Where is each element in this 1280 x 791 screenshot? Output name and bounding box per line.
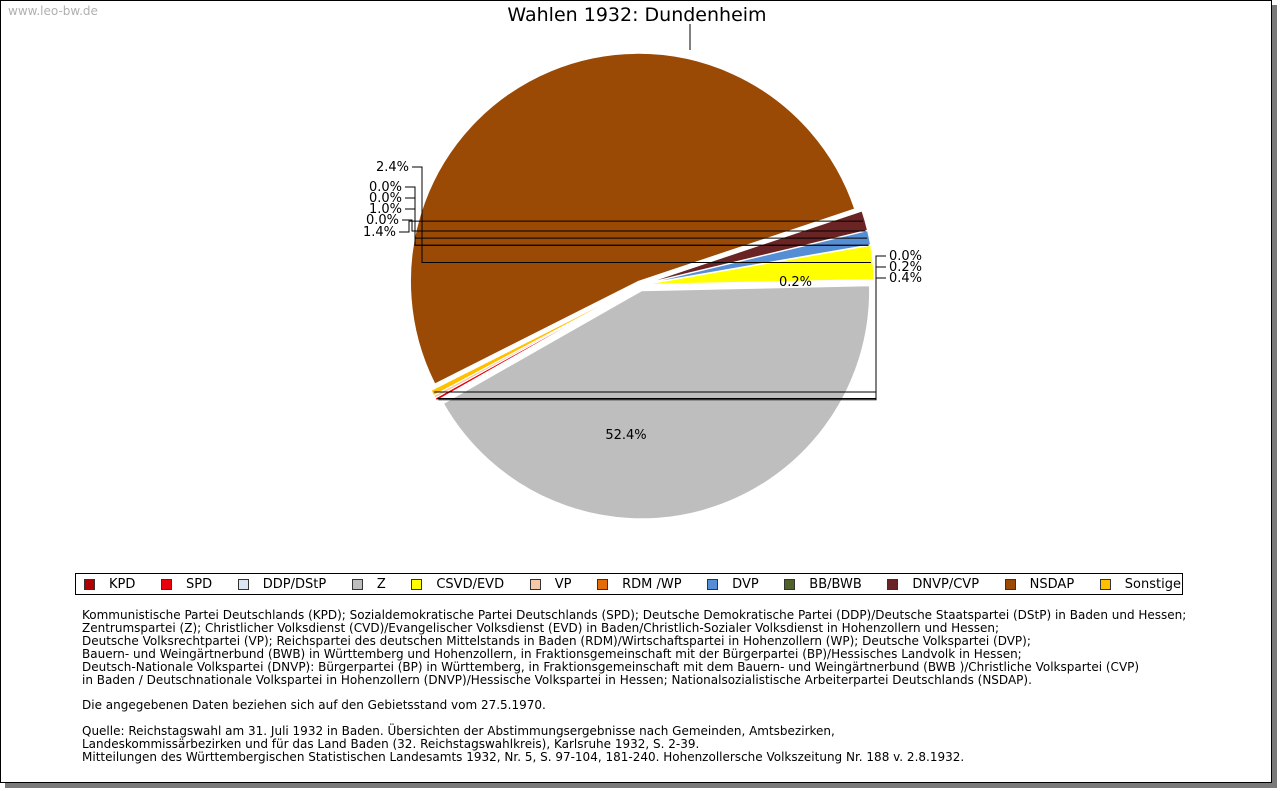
chart-title: Wahlen 1932: Dundenheim bbox=[507, 4, 766, 26]
pie-slice-z bbox=[442, 285, 871, 520]
watermark: www.leo-bw.de bbox=[8, 4, 98, 18]
legend-swatch bbox=[597, 578, 609, 590]
legend-item: BB/BWB bbox=[784, 576, 862, 592]
territory-note: Die angegebenen Daten beziehen sich auf … bbox=[82, 698, 546, 713]
source-line: Landeskommissärbezirken und für das Land… bbox=[82, 737, 700, 752]
legend-label: SPD bbox=[186, 576, 213, 592]
legend-item: NSDAP bbox=[1004, 576, 1075, 592]
legend-item: KPD bbox=[84, 577, 135, 592]
leader-line bbox=[412, 166, 871, 264]
legend-label: RDM /WP bbox=[622, 576, 682, 592]
legend-swatch bbox=[161, 578, 172, 590]
slice-label-sonstige: 0.4% bbox=[889, 271, 922, 286]
legend-item: DDP/DStP bbox=[237, 576, 327, 592]
note-line: Deutsche Volksrechtpartei (VP); Reichspa… bbox=[82, 633, 1031, 648]
pie-chart: Wahlen 1932: Dundenheim 0.0%0.2%0.2% 0.4%… bbox=[363, 4, 922, 520]
legend-label: BB/BWB bbox=[809, 576, 862, 592]
note-line: Zentrumspartei (Z); Christlicher Volksdi… bbox=[82, 620, 1000, 635]
pie-slice-sonstige bbox=[430, 287, 635, 397]
slice-label-kpd: 0.0% bbox=[889, 249, 922, 264]
slice-label-ddp-dstp: 0.0% bbox=[369, 180, 402, 195]
legend-label: VP bbox=[554, 576, 572, 592]
legend: KPD SPD DDP/DStP Z CSVD/EVD VP RDM /WP DVP BB/BW… bbox=[75, 573, 1183, 595]
legend-swatch bbox=[1004, 578, 1016, 590]
legend-item: DVP bbox=[707, 577, 759, 592]
leader-line bbox=[402, 219, 866, 232]
pie-slice-nsdap bbox=[410, 52, 856, 385]
legend-item: DNVP/CVP bbox=[887, 577, 979, 592]
slice-label-vp: 0.2% bbox=[779, 275, 812, 290]
legend-label: NSDAP bbox=[1029, 576, 1075, 592]
legend-label: DVP bbox=[732, 576, 759, 592]
slice-label-bb-bwb: 0.0% bbox=[366, 213, 399, 228]
slice-label-rdm-wp: 0.0% bbox=[369, 191, 402, 206]
legend-swatch bbox=[707, 578, 719, 590]
legend-swatch bbox=[84, 578, 95, 590]
legend-item: CSVD/EVD bbox=[411, 577, 504, 592]
note-line: Kommunistische Partei Deutschlands (KPD)… bbox=[82, 608, 1187, 622]
legend-item: Sonstige bbox=[1099, 576, 1181, 592]
leader-line bbox=[399, 220, 864, 233]
slice-label-dnvp-cvp: 1.4% bbox=[363, 225, 396, 240]
legend-swatch bbox=[411, 578, 423, 590]
leader-line bbox=[434, 277, 886, 393]
leader-line bbox=[405, 186, 869, 246]
slice-label-csvd-evd: 2.4% bbox=[376, 160, 409, 175]
notes: Kommunistische Partei Deutschlands (KPD)… bbox=[82, 609, 1202, 764]
source-line: Mitteilungen des Württembergischen Stati… bbox=[82, 749, 965, 764]
legend-swatch bbox=[237, 578, 249, 590]
source-line: Quelle: Reichstagswahl am 31. Juli 1932 … bbox=[82, 724, 835, 739]
slice-label-spd: 0.2% bbox=[889, 260, 922, 275]
legend-label: KPD bbox=[109, 576, 136, 592]
legend-label: DDP/DStP bbox=[262, 576, 327, 592]
legend-label: DNVP/CVP bbox=[912, 576, 980, 592]
legend-swatch bbox=[529, 578, 541, 590]
legend-item: SPD bbox=[161, 577, 212, 592]
note-line: in Baden / Deutschnationale Volkspartei … bbox=[82, 672, 1032, 687]
legend-swatch bbox=[351, 578, 363, 590]
slice-label-nsdap: 52.4% bbox=[605, 428, 646, 443]
legend-swatch bbox=[1099, 578, 1111, 590]
slice-label-dvp: 1.0% bbox=[369, 202, 402, 217]
legend-label: Sonstige bbox=[1124, 576, 1181, 592]
note-line: Bauern- und Weingärtnerbund (BWB) in Wür… bbox=[82, 646, 1022, 661]
note-line: Deutsch-Nationale Volkspartei (DNVP): Bü… bbox=[82, 659, 1140, 674]
legend-swatch bbox=[784, 578, 796, 590]
legend-item: VP bbox=[529, 576, 572, 592]
legend-label: Z bbox=[376, 576, 386, 592]
legend-item: Z bbox=[351, 576, 386, 592]
legend-swatch bbox=[887, 578, 899, 590]
legend-label: CSVD/EVD bbox=[436, 576, 505, 592]
legend-item: RDM /WP bbox=[597, 576, 682, 592]
pie-slice-dvp bbox=[645, 230, 872, 285]
pie-slice-csvd-evd bbox=[645, 244, 875, 285]
